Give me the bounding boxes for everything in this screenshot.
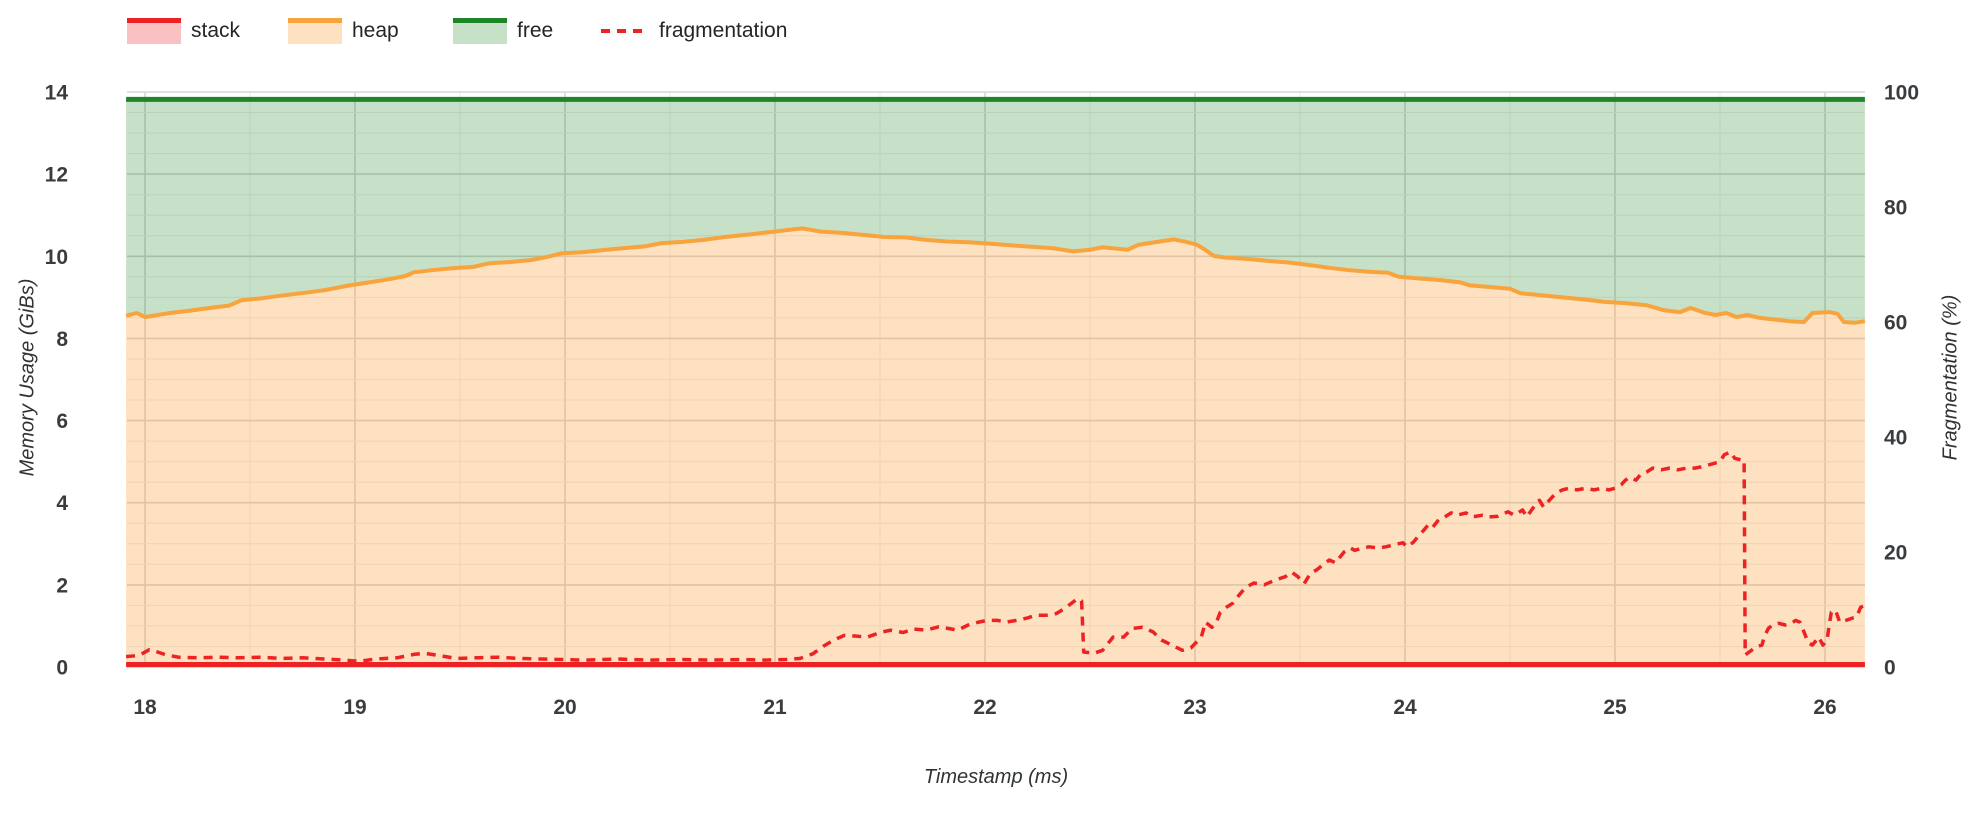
x-tick-label: 23 [1183,696,1206,719]
legend-label-free: free [517,19,554,42]
left-axis-title: Memory Usage (GiBs) [16,278,39,477]
right-tick-label: 60 [1884,312,1907,335]
x-tick-label: 19 [343,696,366,719]
x-tick-label: 18 [133,696,157,719]
series-lines [125,96,1866,667]
legend-item-free: free [453,17,553,45]
legend-item-stack: stack [127,17,240,45]
x-tick-label: 20 [553,696,576,719]
left-tick-label: 12 [45,164,68,187]
right-tick-label: 20 [1884,542,1907,565]
left-tick-label: 6 [56,410,68,433]
x-tick-label: 21 [763,696,787,719]
x-tick-label: 22 [973,696,996,719]
left-axis-tick-labels: 0 2 4 6 8 10 12 14 [45,82,69,680]
right-tick-label: 40 [1884,427,1907,450]
left-tick-label: 10 [45,246,68,269]
x-tick-label: 26 [1813,696,1836,719]
legend-label-stack: stack [191,19,241,42]
x-tick-label: 25 [1603,696,1627,719]
right-tick-label: 80 [1884,197,1907,220]
legend-item-fragmentation: fragmentation [601,17,787,45]
free-swatch-icon [453,18,507,44]
heap-line [125,226,1866,325]
legend-label-fragmentation: fragmentation [659,19,788,42]
x-axis-tick-labels: 18 19 20 21 22 23 24 25 26 [133,696,1836,719]
heap-area-fill [126,228,1865,667]
right-axis-tick-labels: 0 20 40 60 80 100 [1884,82,1919,680]
x-axis-title: Timestamp (ms) [923,766,1069,788]
left-tick-label: 0 [56,657,68,680]
free-area-fill [126,99,1865,323]
left-tick-label: 8 [56,328,68,351]
legend-item-heap: heap [288,17,399,45]
right-tick-label: 100 [1884,82,1919,105]
x-tick-label: 24 [1393,696,1417,719]
stack-swatch-icon [127,18,181,44]
left-tick-label: 4 [56,492,68,515]
fragmentation-line [125,450,1866,664]
right-axis-title: Fragmentation (%) [1939,294,1962,461]
heap-swatch-icon [288,18,342,44]
fragmentation-dash-swatch-icon [601,29,649,33]
legend-label-heap: heap [352,19,399,42]
left-tick-label: 2 [56,574,68,597]
left-tick-label: 14 [45,82,69,105]
right-tick-label: 0 [1884,657,1896,680]
area-fills [126,99,1865,667]
